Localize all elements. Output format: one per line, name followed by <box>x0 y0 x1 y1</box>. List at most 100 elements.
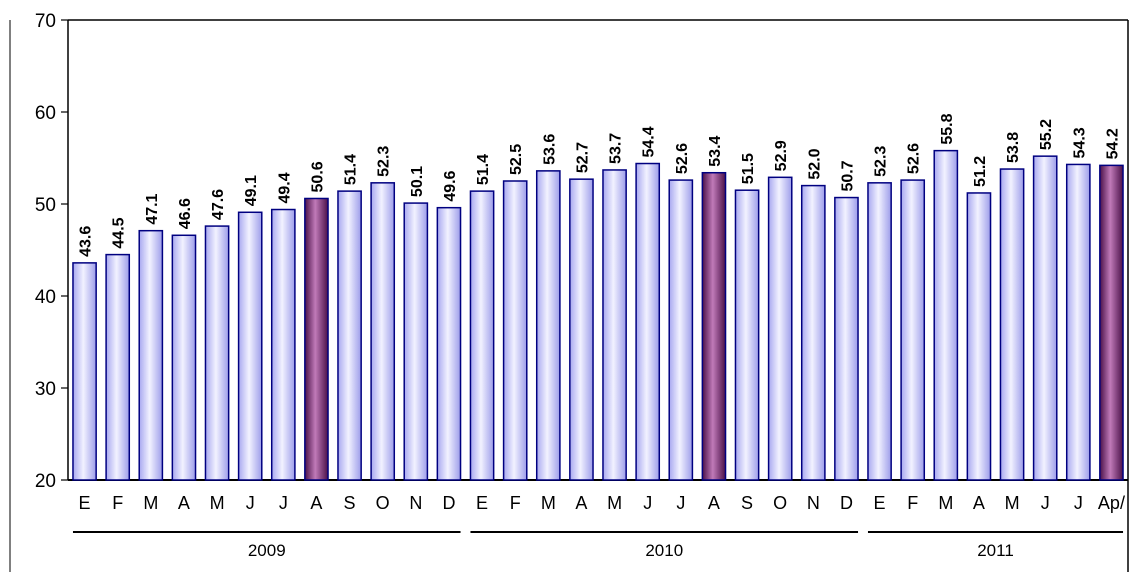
category-label: M <box>607 493 622 513</box>
x-axis-categories: E F M A M J J A S O N D E F M A M J J A S O N D E F M A M J J Ap/ <box>79 493 1125 513</box>
data-label: 51.4 <box>475 154 492 185</box>
category-label: O <box>773 493 787 513</box>
bar <box>668 179 694 481</box>
category-label: A <box>973 493 985 513</box>
data-label: 53.6 <box>541 134 558 165</box>
bar <box>867 182 892 481</box>
data-label: 53.8 <box>1005 132 1022 163</box>
data-label: 52.0 <box>806 148 823 179</box>
bar <box>1032 155 1058 481</box>
bar <box>834 196 859 481</box>
data-label: 52.3 <box>376 146 393 177</box>
bar <box>966 192 992 481</box>
category-label: Ap/ <box>1098 493 1125 513</box>
category-label: M <box>143 493 158 513</box>
bar <box>171 234 197 481</box>
bar <box>1099 164 1124 481</box>
category-label: F <box>907 493 918 513</box>
data-label: 50.7 <box>839 160 856 191</box>
data-label: 43.6 <box>78 226 95 257</box>
data-label: 47.6 <box>210 189 227 220</box>
data-label: 54.4 <box>641 126 658 157</box>
category-label: F <box>112 493 123 513</box>
bar <box>105 253 131 481</box>
category-label: D <box>442 493 455 513</box>
data-label: 51.2 <box>972 156 989 187</box>
data-label: 55.8 <box>939 113 956 144</box>
bar <box>138 229 164 481</box>
bars <box>72 149 1124 481</box>
category-label: A <box>310 493 322 513</box>
bar <box>800 184 826 481</box>
category-label: E <box>476 493 488 513</box>
category-label: E <box>79 493 91 513</box>
bar <box>602 169 627 481</box>
bar <box>72 262 97 481</box>
bar <box>337 190 362 481</box>
data-label: 53.4 <box>707 135 724 166</box>
y-tick-label: 40 <box>35 287 56 308</box>
category-label: A <box>575 493 587 513</box>
data-label: 55.2 <box>1038 119 1055 150</box>
data-label: 50.1 <box>409 166 426 197</box>
category-label: E <box>874 493 886 513</box>
bar <box>270 208 296 481</box>
category-label: M <box>210 493 225 513</box>
category-label: J <box>1041 493 1050 513</box>
bar <box>237 211 263 481</box>
y-tick-label: 50 <box>35 195 56 216</box>
year-group-label: 2010 <box>645 541 683 560</box>
data-label: 51.5 <box>740 153 757 184</box>
year-group-label: 2011 <box>977 541 1014 560</box>
data-label: 49.4 <box>276 172 293 203</box>
category-label: N <box>807 493 820 513</box>
category-label: J <box>643 493 652 513</box>
category-label: J <box>1074 493 1083 513</box>
bar <box>767 176 793 481</box>
y-tick-label: 20 <box>35 471 56 492</box>
category-label: S <box>741 493 753 513</box>
year-groups: 2009 2010 2011 <box>72 531 1124 560</box>
bar <box>535 170 561 481</box>
data-labels: 43.6 44.5 47.1 46.6 47.6 49.1 49.4 50.6 51.4 52.3… <box>78 113 1122 256</box>
bar <box>370 182 396 481</box>
bar <box>502 180 528 481</box>
data-label: 53.7 <box>608 133 625 164</box>
y-tick-label: 30 <box>35 379 56 400</box>
data-label: 54.3 <box>1071 127 1088 158</box>
category-label: J <box>279 493 288 513</box>
category-label: M <box>1005 493 1020 513</box>
bar <box>469 190 495 481</box>
year-group-label: 2009 <box>248 541 286 560</box>
data-label: 51.4 <box>343 154 360 185</box>
data-label: 49.6 <box>442 170 459 201</box>
data-label: 47.1 <box>144 193 161 224</box>
category-label: M <box>541 493 556 513</box>
y-tick-label: 70 <box>35 11 56 32</box>
category-label: N <box>409 493 422 513</box>
bar <box>734 189 760 481</box>
data-label: 50.6 <box>309 161 326 192</box>
bar <box>635 162 661 481</box>
data-label: 52.9 <box>773 140 790 171</box>
category-label: M <box>938 493 953 513</box>
bar <box>204 225 230 481</box>
category-label: J <box>676 493 685 513</box>
y-tick-label: 60 <box>35 103 56 124</box>
bar <box>701 171 727 481</box>
data-label: 44.5 <box>111 217 128 248</box>
category-label: D <box>840 493 853 513</box>
category-label: S <box>344 493 356 513</box>
category-label: F <box>510 493 521 513</box>
category-label: A <box>178 493 190 513</box>
category-label: J <box>246 493 255 513</box>
bar <box>304 197 329 481</box>
bar <box>403 202 429 481</box>
bar <box>900 179 926 481</box>
category-label: O <box>376 493 390 513</box>
bar <box>999 168 1025 481</box>
data-label: 54.2 <box>1104 128 1121 159</box>
data-label: 52.6 <box>906 143 923 174</box>
category-label: A <box>708 493 720 513</box>
